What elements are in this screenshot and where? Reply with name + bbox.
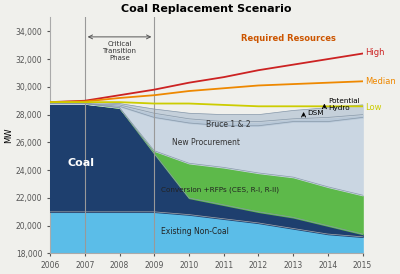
Text: Required Resources: Required Resources: [241, 34, 336, 43]
Text: New Procurement: New Procurement: [172, 138, 240, 147]
Text: Existing Non-Coal: Existing Non-Coal: [161, 227, 229, 236]
Text: High: High: [365, 48, 385, 57]
Text: Potential
Hydro: Potential Hydro: [328, 98, 360, 112]
Text: Critical
Transition
Phase: Critical Transition Phase: [102, 41, 136, 61]
Text: DSM: DSM: [307, 110, 324, 116]
Text: Bruce 1 & 2: Bruce 1 & 2: [206, 120, 251, 129]
Title: Coal Replacement Scenario: Coal Replacement Scenario: [121, 4, 292, 14]
Text: Conversion +RFPs (CES, R-I, R-II): Conversion +RFPs (CES, R-I, R-II): [161, 186, 279, 193]
Y-axis label: MW: MW: [4, 128, 13, 143]
Text: Coal: Coal: [68, 158, 94, 168]
Text: Median: Median: [365, 77, 396, 86]
Text: Low: Low: [365, 103, 382, 112]
